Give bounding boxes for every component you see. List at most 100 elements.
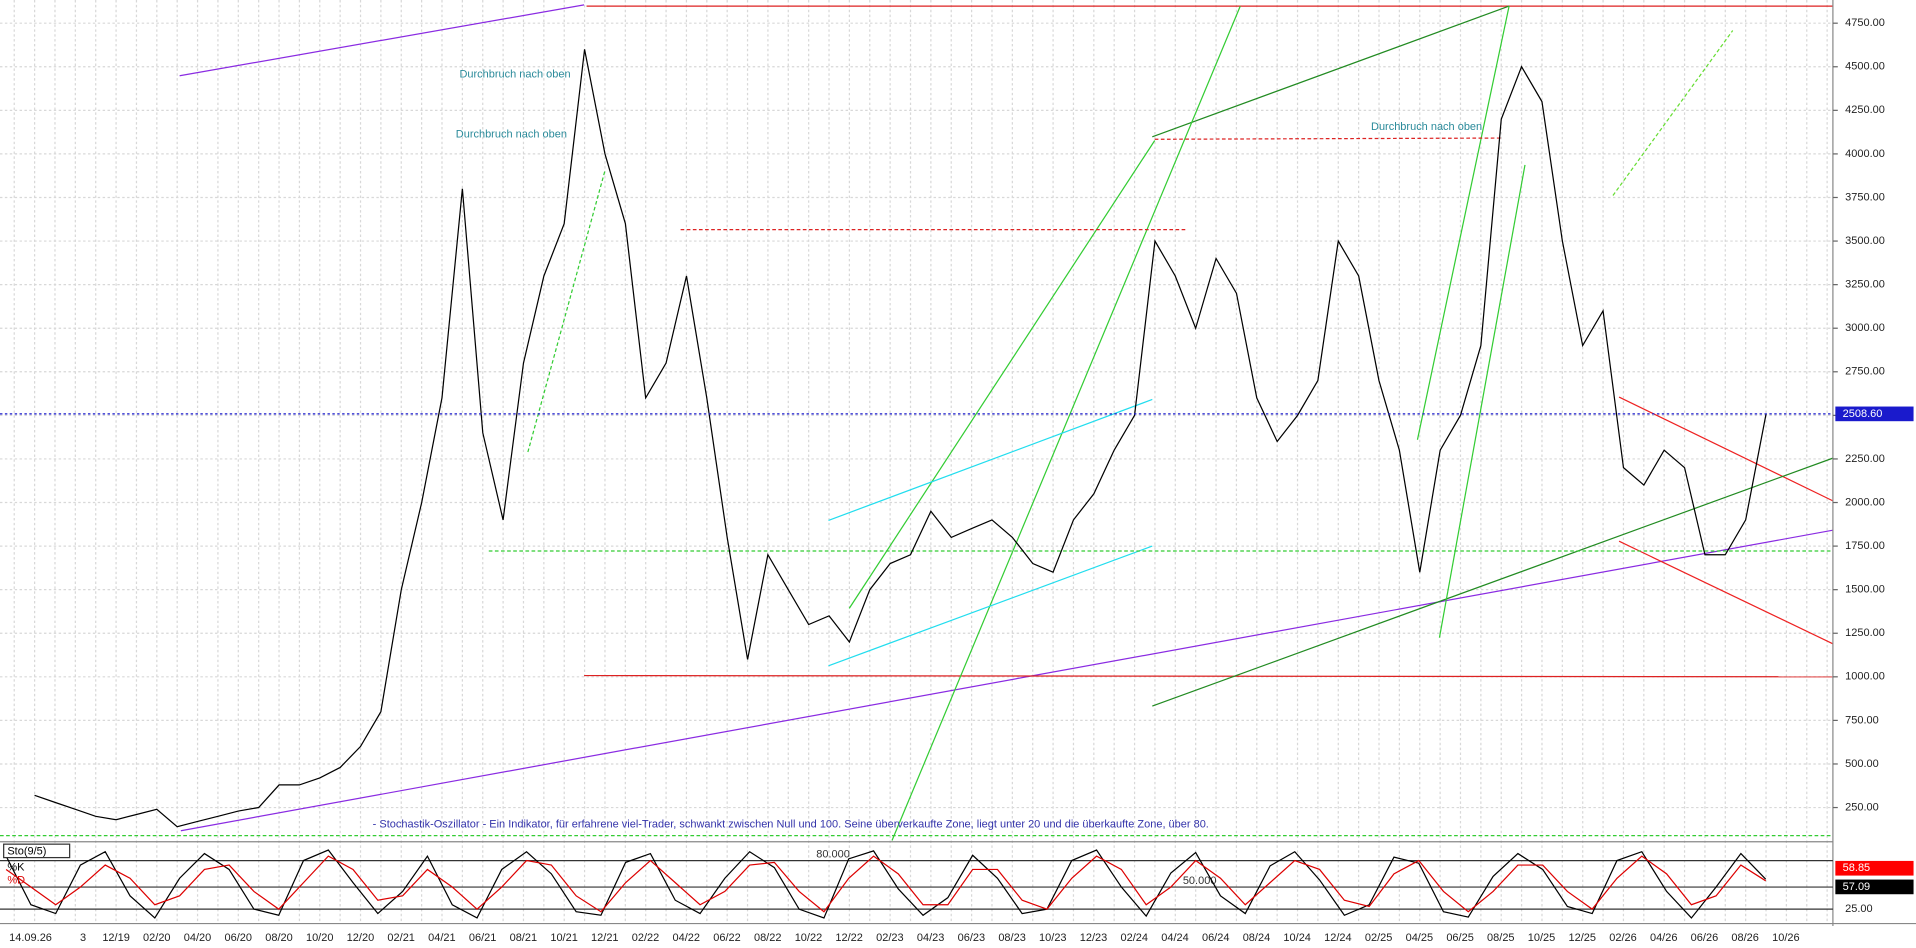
trendline xyxy=(1416,5,1510,440)
annotation: Durchbruch nach oben xyxy=(459,68,570,80)
x-tick-label: 08/22 xyxy=(754,932,782,944)
x-tick-label: 04/25 xyxy=(1406,932,1434,944)
x-tick-label: 04/21 xyxy=(428,932,456,944)
trendline xyxy=(584,674,1833,678)
x-tick-label: 04/24 xyxy=(1161,932,1189,944)
x-tick-label: 02/24 xyxy=(1121,932,1149,944)
x-tick-label: 06/26 xyxy=(1691,932,1719,944)
y-tick-label: 750.00 xyxy=(1845,714,1879,726)
x-tick-label: 10/23 xyxy=(1039,932,1067,944)
x-tick-label: 10/21 xyxy=(550,932,578,944)
indicator-title: Sto(9/5) xyxy=(7,845,46,857)
x-tick-label: 06/25 xyxy=(1446,932,1474,944)
last-value-box xyxy=(1835,879,1914,895)
x-tick-label: 08/26 xyxy=(1731,932,1759,944)
legend-entry: %D xyxy=(7,875,25,887)
trendline xyxy=(828,398,1153,521)
annotation: Durchbruch nach oben xyxy=(456,128,567,140)
trendlines xyxy=(0,4,1834,841)
y-tick-label: 250.00 xyxy=(1845,801,1879,813)
x-tick-label: 04/26 xyxy=(1650,932,1678,944)
x-tick-label: 08/20 xyxy=(265,932,293,944)
trendline xyxy=(891,5,1241,841)
y-tick-label: 4500.00 xyxy=(1845,61,1885,73)
trendline xyxy=(180,529,1834,832)
indicator-title-box xyxy=(3,843,71,859)
x-tick-label: 08/21 xyxy=(510,932,538,944)
trendline xyxy=(1618,396,1834,502)
x-tick-label: 12/19 xyxy=(102,932,130,944)
y-tick-label: 1750.00 xyxy=(1845,540,1885,552)
y-tick-label: 3500.00 xyxy=(1845,235,1885,247)
y-tick-label: 2750.00 xyxy=(1845,366,1885,378)
x-tick-label: 12/25 xyxy=(1569,932,1597,944)
y-tick-label: 2000.00 xyxy=(1845,496,1885,508)
level-label: 80.000 xyxy=(816,848,850,860)
y-tick-label: 2250.00 xyxy=(1845,453,1885,465)
x-tick-label: 12/24 xyxy=(1324,932,1352,944)
x-tick-label: 06/20 xyxy=(225,932,253,944)
grid xyxy=(0,0,1833,924)
x-tick-label: 10/26 xyxy=(1772,932,1800,944)
y-tick-label: 500.00 xyxy=(1845,758,1879,770)
x-tick-label: 02/21 xyxy=(387,932,415,944)
y-tick-label: 4250.00 xyxy=(1845,104,1885,116)
trendline xyxy=(1438,164,1526,638)
trendline xyxy=(1154,137,1503,140)
trendline xyxy=(1612,30,1734,196)
y-tick-label: 3250.00 xyxy=(1845,279,1885,291)
x-tick-label: 12/23 xyxy=(1080,932,1108,944)
x-tick-label: 02/22 xyxy=(632,932,660,944)
x-tick-label: 04/20 xyxy=(184,932,212,944)
trendline xyxy=(179,4,585,77)
x-tick-label: 06/23 xyxy=(958,932,986,944)
y-tick-label: 3000.00 xyxy=(1845,322,1885,334)
x-tick-label: 10/24 xyxy=(1283,932,1311,944)
x-tick-label: 02/23 xyxy=(876,932,904,944)
last-value-box xyxy=(1835,860,1914,876)
y-tick-label: 4000.00 xyxy=(1845,148,1885,160)
x-tick-label: 04/22 xyxy=(673,932,701,944)
x-tick-label: 10/25 xyxy=(1528,932,1556,944)
y-tick-label: 4750.00 xyxy=(1845,17,1885,29)
x-tick-label: 08/23 xyxy=(998,932,1026,944)
legend-entry: %K xyxy=(7,861,25,873)
x-tick-label: 10/20 xyxy=(306,932,334,944)
price-line xyxy=(34,49,1767,828)
y-tick-label: 1000.00 xyxy=(1845,671,1885,683)
trendline xyxy=(828,545,1153,667)
trendline xyxy=(1152,457,1834,707)
x-tick-label: 12/20 xyxy=(347,932,375,944)
x-tick-label: 06/22 xyxy=(713,932,741,944)
x-tick-label: 08/24 xyxy=(1243,932,1271,944)
trendline xyxy=(848,140,1156,609)
x-tick-label: 02/20 xyxy=(143,932,171,944)
last-value-label: 58.85 xyxy=(1843,862,1871,874)
y-tick-label: 25.00 xyxy=(1845,903,1873,915)
x-tick-label: 06/24 xyxy=(1202,932,1230,944)
y-tick-label: 1250.00 xyxy=(1845,627,1885,639)
current-price-label: 2508.60 xyxy=(1843,408,1883,420)
x-tick-label: 14.09.26 xyxy=(9,932,52,944)
x-tick-label: 12/22 xyxy=(835,932,863,944)
level-label: 50.000 xyxy=(1183,875,1217,887)
x-tick-label: 12/21 xyxy=(591,932,619,944)
stochastic-line xyxy=(5,855,1767,913)
trendline xyxy=(1152,5,1510,138)
y-tick-label: 1500.00 xyxy=(1845,584,1885,596)
annotation: Durchbruch nach oben xyxy=(1371,121,1482,133)
x-tick-label: 04/23 xyxy=(917,932,945,944)
x-tick-label: 10/22 xyxy=(795,932,823,944)
x-tick-label: 06/21 xyxy=(469,932,497,944)
y-tick-label: 3750.00 xyxy=(1845,191,1885,203)
x-tick-label: 3 xyxy=(80,932,86,944)
trendline xyxy=(1618,540,1834,645)
x-tick-label: 02/25 xyxy=(1365,932,1393,944)
x-tick-label: 02/26 xyxy=(1609,932,1637,944)
last-value-label: 57.09 xyxy=(1843,881,1871,893)
current-price-box xyxy=(1835,406,1914,422)
stochastic-line xyxy=(5,849,1767,919)
x-tick-label: 08/25 xyxy=(1487,932,1515,944)
